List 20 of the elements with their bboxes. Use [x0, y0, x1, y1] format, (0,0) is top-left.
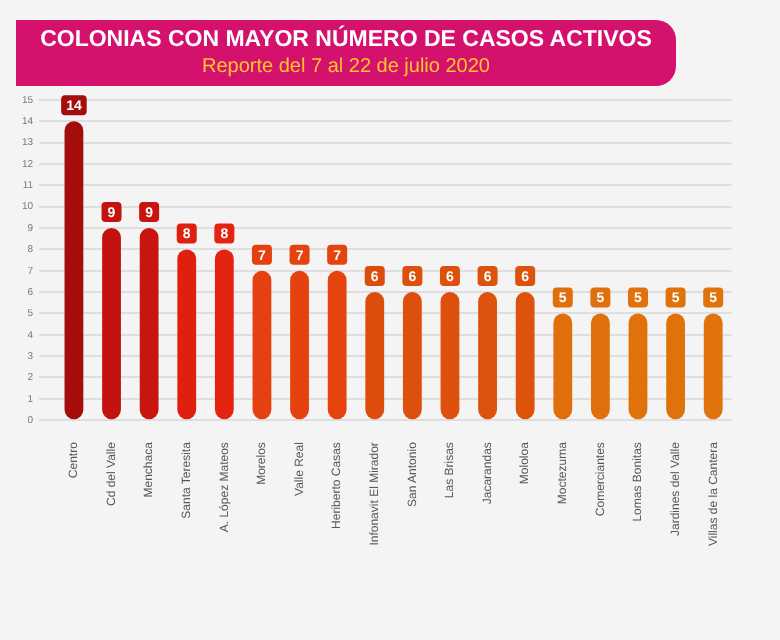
bar [478, 292, 497, 420]
bar [590, 313, 610, 420]
bar [515, 292, 535, 420]
bar [252, 270, 272, 420]
bar [327, 270, 347, 420]
bar [290, 270, 309, 420]
bar [628, 313, 648, 420]
bar [703, 313, 723, 420]
bar [64, 121, 84, 420]
bar [666, 313, 685, 420]
bar [102, 228, 121, 420]
bar [553, 313, 573, 420]
bar [214, 249, 234, 420]
bar [365, 292, 385, 420]
bar [177, 249, 197, 420]
chart-subtitle: Reporte del 7 al 22 de julio 2020 [200, 56, 492, 78]
bar [139, 228, 159, 420]
bar [440, 292, 460, 420]
bar [402, 292, 422, 420]
chart-title: COLONIAS CON MAYOR NÚMERO DE CASOS ACTIVOS [38, 28, 654, 52]
